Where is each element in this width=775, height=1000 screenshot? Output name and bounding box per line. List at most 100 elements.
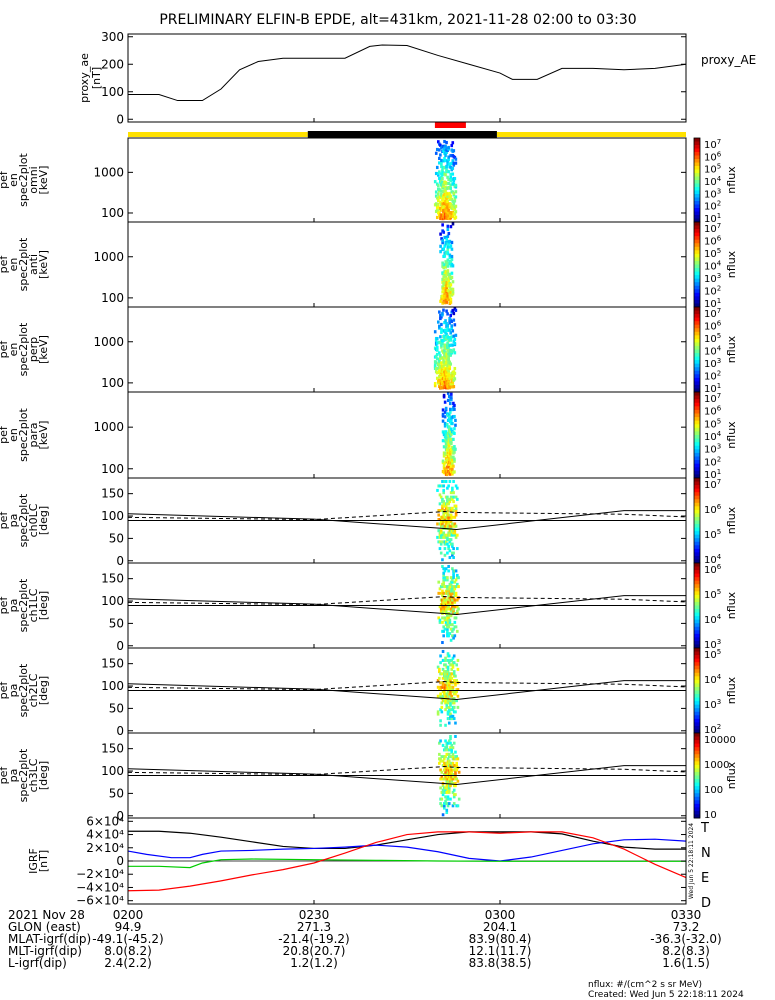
- spectrogram-pixel-19: [439, 661, 442, 665]
- igrf-legend-D: D: [701, 896, 711, 911]
- spectrogram-pixel-1: [437, 591, 441, 595]
- panel-igrf-ytick-label-1: 4×10⁴: [86, 828, 124, 842]
- spectrogram-pixel-141: [451, 775, 455, 779]
- spectrogram-pixel-153: [451, 567, 454, 571]
- spectrogram-pixel-171: [453, 450, 456, 454]
- colorbar-label-3: 104: [704, 553, 722, 566]
- spectrogram-pixel-103: [446, 495, 449, 499]
- spectrogram-pixel-60: [445, 784, 449, 788]
- spectrogram-pixel-223: [450, 197, 454, 201]
- colorbar-segment-19: [694, 289, 700, 294]
- panel-en_anti: elbpefenspec2plotanti[keV]10001001071061…: [0, 221, 738, 310]
- spectrogram-pixel-148: [449, 513, 453, 517]
- spectrogram-pixel-262: [451, 343, 455, 347]
- spectrogram-pixel-177: [453, 407, 456, 411]
- colorbar-segment-23: [694, 729, 700, 734]
- spectrogram-pixel-221: [448, 343, 451, 347]
- spectrogram-pixel-167: [452, 705, 456, 709]
- panel-pa_ch1-colorbar: 106 105 104 103 nflux: [693, 562, 738, 651]
- proxy-ae-right-label: proxy_AE: [701, 53, 756, 67]
- spectrogram-pixel-92: [447, 802, 451, 806]
- spectrogram-pixel-127: [450, 464, 453, 468]
- spectrogram-pixel-21: [441, 788, 445, 792]
- spectrogram-pixel-26: [437, 172, 440, 176]
- spectrogram-pixel-12: [434, 354, 438, 358]
- spectrogram-pixel-15: [439, 688, 442, 691]
- spectrogram-pixel-92: [447, 625, 450, 629]
- spectrogram-pixel-270: [452, 348, 456, 352]
- spectrogram-pixel-169: [453, 459, 456, 463]
- colorbar-segment-17: [694, 793, 700, 798]
- spectrogram-pixel-152: [451, 578, 454, 582]
- spectrogram-pixel-147: [450, 672, 454, 676]
- spectrogram-pixel-119: [447, 676, 451, 680]
- spectrogram-pixel-45: [443, 627, 447, 631]
- spectrogram-pixel-211: [449, 194, 453, 198]
- colorbar-segment-7: [694, 672, 700, 677]
- colorbar-segment-16: [694, 449, 700, 454]
- colorbar-label-2: 100: [704, 785, 723, 796]
- spectrogram-pixel-12: [435, 196, 439, 200]
- panel-pa_ch3-ytick-label-3: 0: [116, 809, 124, 823]
- spectrogram-pixel-280: [453, 341, 457, 346]
- spectrogram-pixel-59: [445, 790, 449, 794]
- panel-pa_ch0-ylabel-2: pa: [7, 514, 20, 528]
- spectrogram-pixel-184: [454, 513, 458, 517]
- spectrogram-pixel-266: [454, 204, 458, 208]
- spectrogram-pixel-136: [450, 743, 454, 747]
- spectrogram-pixel-189: [455, 679, 458, 683]
- panel-en_omni: elbpefenspec2plotomni[keV]10001001071061…: [0, 137, 738, 225]
- spectrogram-pixel-6: [441, 414, 445, 418]
- spectrogram-pixel-256: [453, 212, 457, 216]
- panel-pa_ch2-ytick-label-2: 50: [109, 701, 124, 715]
- spectrogram-pixel-159: [445, 164, 448, 169]
- spectrogram-pixel-82: [444, 504, 448, 508]
- colorbar-segment-3: [694, 317, 700, 322]
- spectrogram-pixel-0: [436, 712, 440, 716]
- spectrogram-pixel-247: [452, 191, 456, 196]
- spectrogram-pixel-217: [449, 165, 453, 169]
- colorbar-segment-10: [694, 257, 700, 262]
- spectrogram-pixel-109: [448, 618, 452, 622]
- spectrogram-pixel-141: [450, 397, 453, 402]
- colorbar-label-6: 101: [704, 468, 721, 481]
- spectrogram-pixel-24: [435, 341, 439, 345]
- spectrogram-pixel-195: [447, 371, 450, 375]
- spectrogram-pixel-72: [444, 235, 448, 240]
- colorbar-label-2: 105: [704, 417, 721, 430]
- colorbar-label-2: 105: [704, 163, 721, 176]
- colorbar-segment-11: [694, 516, 700, 521]
- spectrogram-pixel-15: [442, 445, 446, 449]
- panel-pa_ch1-ylabel-1: pef: [0, 596, 10, 615]
- spectrogram-pixel-160: [451, 506, 454, 510]
- spectrogram-pixel-2: [439, 244, 442, 248]
- spectrogram-pixel-160: [454, 793, 457, 797]
- spectrogram-pixel-56: [443, 569, 447, 573]
- panel-en_anti-ytick-label-1: 100: [101, 291, 124, 305]
- spectrogram-pixel-113: [449, 781, 452, 785]
- spectrogram-pixel-48: [439, 153, 442, 157]
- spectrogram-pixel-11: [434, 361, 438, 365]
- colorbar-segment-22: [694, 810, 700, 815]
- spectrogram-pixel-160: [450, 247, 454, 251]
- spectrogram-pixel-176: [453, 531, 457, 535]
- spectrogram-pixel-50: [444, 723, 447, 727]
- spectrogram-pixel-138: [451, 634, 454, 638]
- spectrogram-pixel-3: [438, 620, 442, 624]
- colorbar-segment-2: [694, 655, 700, 660]
- spectrogram-pixel-86: [447, 462, 451, 467]
- spectrogram-pixel-8: [438, 670, 441, 674]
- spectrogram-pixel-95: [442, 184, 445, 188]
- spectrogram-pixel-43: [444, 788, 447, 792]
- panel-en_anti-spectrogram: [439, 222, 455, 306]
- spectrogram-pixel-19: [437, 205, 440, 209]
- spectrogram-pixel-56: [439, 341, 442, 345]
- spectrogram-pixel-13: [439, 694, 442, 698]
- footer-row-1-value-3: 73.2: [673, 920, 700, 934]
- spectrogram-pixel-9: [439, 759, 442, 763]
- spectrogram-pixel-259: [453, 199, 457, 203]
- spectrogram-pixel-95: [442, 364, 445, 369]
- spectrogram-pixel-285: [454, 308, 458, 312]
- colorbar-unit: nflux: [725, 761, 738, 789]
